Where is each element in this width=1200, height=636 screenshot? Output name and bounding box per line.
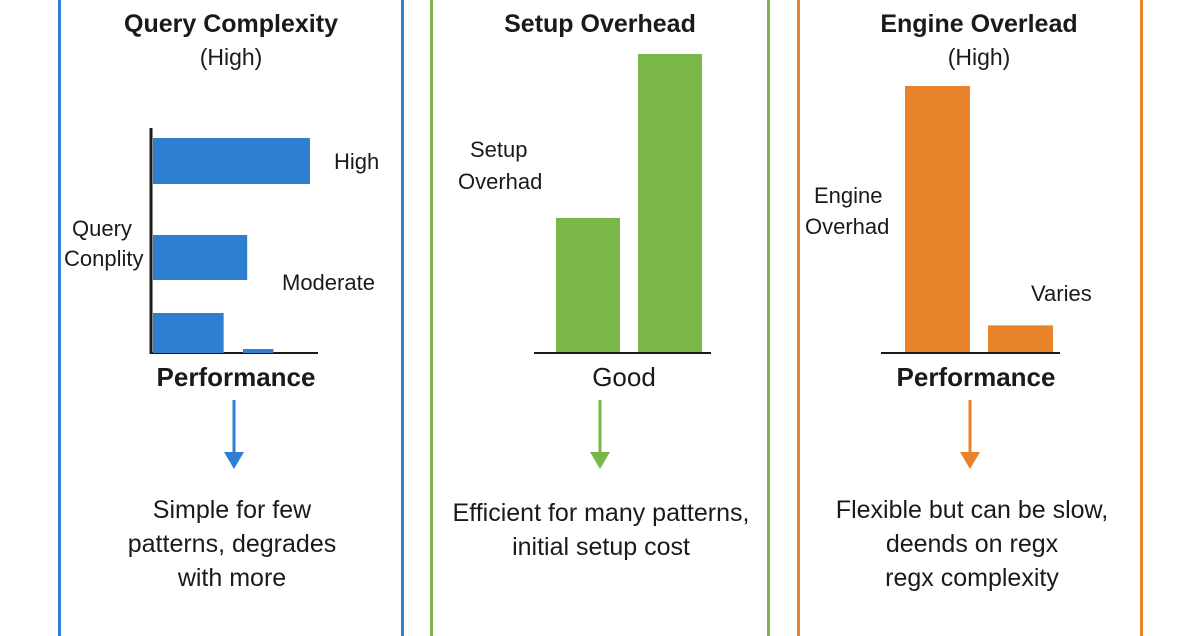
y-axis-label-line2: Conplity bbox=[64, 246, 144, 271]
bar bbox=[905, 86, 970, 352]
bar bbox=[153, 235, 248, 280]
bar bbox=[638, 54, 702, 352]
axis-label-performance: Performance bbox=[156, 362, 316, 392]
y-axis-label-line2: Overhad bbox=[458, 169, 543, 194]
bar bbox=[988, 325, 1053, 352]
y-axis-label-line1: Setup bbox=[470, 137, 528, 162]
panel-title: Engine Overlead bbox=[880, 10, 1078, 38]
bar bbox=[153, 138, 310, 184]
description-line: Simple for few bbox=[152, 496, 312, 524]
panel-subtitle: (High) bbox=[947, 44, 1011, 70]
panel-query-complexity bbox=[58, 0, 404, 636]
description-line: regx complexity bbox=[885, 564, 1059, 592]
y-axis-label-line1: Query bbox=[72, 216, 132, 241]
down-arrow-icon bbox=[960, 400, 980, 469]
bar-label-varies: Varies bbox=[1031, 281, 1092, 306]
down-arrow-icon bbox=[224, 400, 244, 469]
description-line: Efficient for many patterns, bbox=[452, 499, 750, 527]
bar bbox=[556, 217, 620, 352]
panel-setup-overhead bbox=[430, 0, 770, 636]
panel-title: Setup Overhead bbox=[504, 10, 696, 38]
description-line: with more bbox=[177, 564, 287, 592]
bar bbox=[153, 313, 224, 353]
bar-label-high: High bbox=[334, 149, 380, 174]
description-line: patterns, degrades bbox=[127, 530, 337, 558]
y-axis-label-line1: Engine bbox=[814, 183, 883, 208]
description: Simple for few patterns, degrades with m… bbox=[72, 493, 392, 595]
bar-label-moderate: Moderate bbox=[282, 270, 375, 295]
description-line: deends on regx bbox=[885, 530, 1059, 558]
description-line: initial setup cost bbox=[512, 533, 690, 561]
description: Efficient for many patterns, initial set… bbox=[436, 496, 766, 564]
axis-label-good: Good bbox=[592, 362, 656, 392]
down-arrow-icon bbox=[590, 400, 610, 469]
panel-subtitle: (High) bbox=[199, 44, 263, 70]
description: Flexible but can be slow, deends on regx… bbox=[812, 493, 1132, 595]
bar bbox=[243, 349, 274, 353]
description-line: Flexible but can be slow, bbox=[835, 496, 1109, 524]
panel-title: Query Complexity bbox=[124, 10, 338, 38]
panel-engine-overhead bbox=[797, 0, 1143, 636]
axis-label-performance: Performance bbox=[896, 362, 1056, 392]
y-axis-label-line2: Overhad bbox=[805, 214, 890, 239]
